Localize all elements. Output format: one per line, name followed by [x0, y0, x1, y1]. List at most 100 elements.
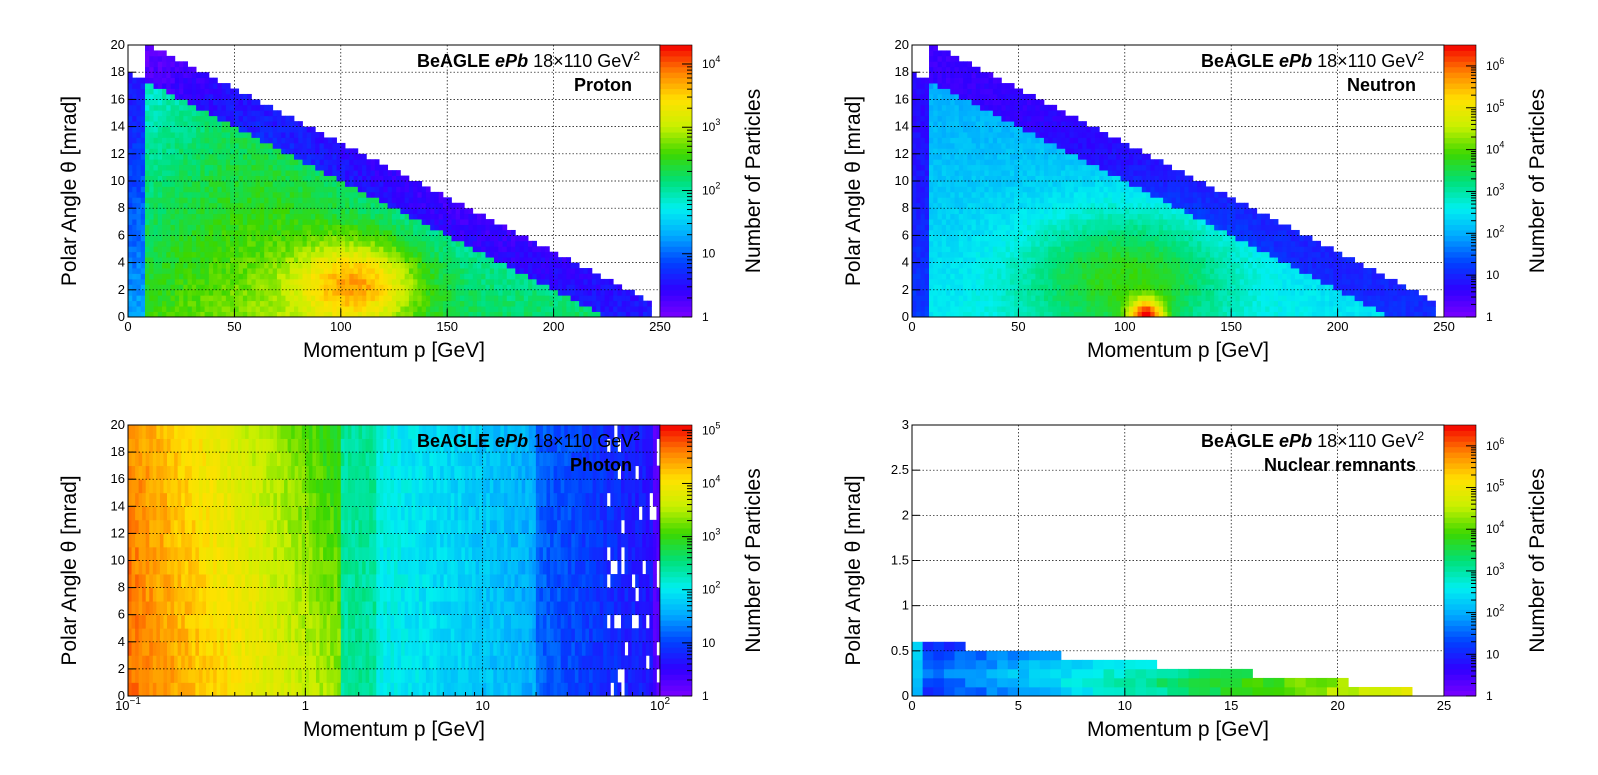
heatmap-cell: [1026, 300, 1032, 307]
heatmap-cell: [264, 175, 269, 182]
heatmap-cell: [208, 257, 214, 263]
heatmap-cell: [523, 235, 529, 242]
heatmap-cell: [238, 126, 244, 133]
heatmap-cell: [523, 278, 529, 285]
heatmap-cell: [276, 164, 282, 171]
heatmap-cell: [481, 300, 486, 307]
heatmap-cell: [247, 246, 252, 253]
heatmap-cell: [404, 295, 410, 302]
heatmap-cell: [379, 240, 384, 247]
heatmap-cell: [946, 278, 951, 285]
heatmap-cell: [259, 153, 265, 160]
heatmap-cell: [519, 235, 525, 242]
heatmap-cell: [149, 72, 154, 79]
heatmap-cell: [174, 229, 180, 236]
heatmap-cell: [481, 229, 486, 236]
heatmap-cell: [984, 72, 990, 79]
heatmap-cell: [929, 137, 934, 144]
heatmap-cell: [950, 61, 955, 68]
heatmap-cell: [145, 219, 150, 225]
heatmap-cell: [984, 257, 990, 263]
heatmap-cell: [200, 72, 206, 79]
heatmap-cell: [298, 159, 303, 166]
heatmap-cell: [345, 159, 350, 166]
heatmap-cell: [950, 251, 955, 258]
heatmap-cell: [311, 311, 316, 318]
heatmap-cell: [408, 278, 414, 285]
heatmap-cell: [272, 251, 278, 258]
heatmap-cell: [485, 246, 491, 253]
heatmap-cell: [272, 278, 278, 285]
heatmap-cell: [451, 273, 457, 280]
heatmap-cell: [183, 262, 188, 269]
heatmap-cell: [285, 175, 291, 182]
heatmap-cell: [196, 110, 201, 117]
heatmap-cell: [306, 229, 312, 236]
heatmap-cell: [255, 268, 261, 274]
heatmap-cell: [1009, 186, 1015, 193]
heatmap-cell: [946, 224, 951, 231]
heatmap-cell: [264, 278, 269, 285]
heatmap-cell: [319, 268, 325, 274]
heatmap-cell: [933, 219, 938, 225]
heatmap-cell: [421, 240, 427, 247]
heatmap-cell: [997, 104, 1002, 111]
heatmap-cell: [1009, 208, 1015, 215]
heatmap-cell: [924, 110, 930, 117]
heatmap-cell: [1026, 306, 1032, 312]
heatmap-cell: [289, 289, 295, 296]
heatmap-cell: [208, 142, 214, 149]
heatmap-cell: [213, 191, 218, 198]
heatmap-cell: [128, 219, 133, 225]
heatmap-cell: [451, 219, 457, 225]
heatmap-cell: [196, 126, 201, 133]
heatmap-cell: [247, 311, 252, 318]
heatmap-cell: [259, 202, 265, 209]
heatmap-cell: [370, 289, 376, 296]
heatmap-cell: [298, 278, 303, 285]
heatmap-cell: [1048, 115, 1053, 122]
heatmap-cell: [170, 262, 176, 269]
heatmap-cell: [967, 72, 972, 79]
heatmap-cell: [992, 93, 998, 100]
heatmap-cell: [187, 300, 193, 307]
heatmap-cell: [370, 262, 376, 269]
heatmap-cell: [468, 257, 474, 263]
heatmap-cell: [213, 77, 218, 84]
heatmap-cell: [332, 229, 337, 236]
heatmap-cell: [357, 235, 363, 242]
heatmap-cell: [992, 88, 998, 95]
heatmap-cell: [230, 110, 235, 117]
heatmap-cell: [187, 213, 193, 220]
heatmap-cell: [1009, 121, 1015, 127]
heatmap-cell: [613, 289, 618, 296]
heatmap-cell: [251, 137, 257, 144]
heatmap-cell: [140, 159, 146, 166]
heatmap-cell: [447, 295, 452, 302]
heatmap-cell: [1031, 137, 1036, 144]
heatmap-cell: [166, 83, 171, 89]
heatmap-cell: [298, 219, 303, 225]
heatmap-cell: [311, 295, 316, 302]
heatmap-cell: [413, 278, 418, 285]
heatmap-cell: [259, 306, 265, 312]
heatmap-cell: [345, 246, 350, 253]
heatmap-cell: [213, 83, 218, 89]
heatmap-cell: [362, 224, 367, 231]
heatmap-cell: [157, 115, 163, 122]
heatmap-cell: [1048, 262, 1053, 269]
heatmap-cell: [204, 72, 210, 79]
heatmap-cell: [924, 306, 930, 312]
heatmap-cell: [323, 246, 329, 253]
heatmap-cell: [281, 186, 286, 193]
heatmap-cell: [319, 208, 325, 215]
heatmap-cell: [174, 268, 180, 274]
heatmap-cell: [485, 240, 491, 247]
heatmap-cell: [196, 235, 201, 242]
heatmap-cell: [132, 83, 137, 89]
heatmap-cell: [196, 153, 201, 160]
heatmap-cell: [353, 229, 359, 236]
heatmap-cell: [225, 175, 231, 182]
heatmap-cell: [149, 148, 154, 155]
heatmap-cell: [179, 251, 184, 258]
